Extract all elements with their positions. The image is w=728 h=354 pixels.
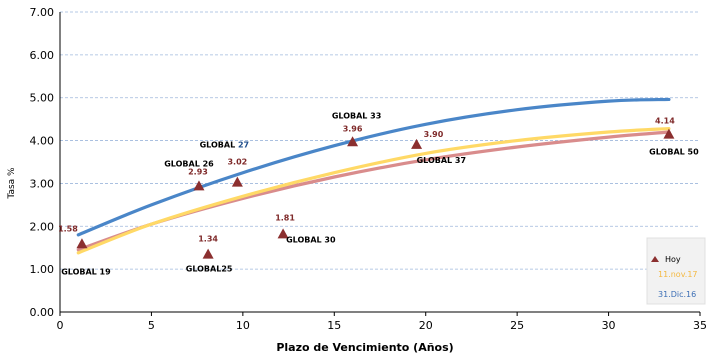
point-name-label: GLOBAL 26 bbox=[164, 159, 214, 168]
axes: 0.00 1.00 2.00 3.00 4.00 5.00 6.00 7.00 0 5 10 15 20… bbox=[30, 6, 708, 332]
point-labels: GLOBAL 19 1.58 GLOBAL25 1.34 GLOBAL 262.93 GL… bbox=[58, 111, 699, 276]
y-tick-label: 1.00 bbox=[30, 263, 55, 276]
x-tick-label: 10 bbox=[236, 319, 250, 332]
data-markers bbox=[76, 128, 675, 259]
legend-marker-hoy bbox=[651, 256, 659, 262]
x-axis-title: Plazo de Vencimiento (Años) bbox=[276, 341, 453, 354]
legend-label-hoy: Hoy bbox=[665, 255, 681, 264]
point-name-label: GLOBAL 19 bbox=[61, 267, 111, 276]
x-tick-label: 35 bbox=[693, 319, 707, 332]
point-name-label: GLOBAL 30 bbox=[286, 235, 336, 244]
data-marker bbox=[231, 176, 243, 187]
point-name-label: GLOBAL 27 bbox=[200, 141, 250, 150]
y-axis-title: Tasa % bbox=[7, 167, 17, 200]
point-name-label: GLOBAL 37 bbox=[417, 156, 466, 165]
curve-hoy-trend bbox=[76, 130, 671, 252]
y-tick-label: 5.00 bbox=[30, 92, 55, 105]
point-value-label: 1.34 bbox=[198, 235, 218, 244]
y-tick-label: 7.00 bbox=[30, 6, 55, 19]
gridlines bbox=[60, 11, 700, 270]
y-tick-label: 6.00 bbox=[30, 49, 55, 62]
y-tick-label: 2.00 bbox=[30, 220, 55, 233]
legend-box bbox=[646, 237, 706, 305]
x-tick-label: 15 bbox=[327, 319, 341, 332]
point-value-label: 3.90 bbox=[424, 130, 444, 139]
x-tick-label: 30 bbox=[602, 319, 616, 332]
curve-11nov17 bbox=[76, 126, 671, 255]
x-tick-label: 5 bbox=[148, 319, 155, 332]
trend-curves bbox=[76, 97, 671, 255]
legend-label-11nov17: 11.nov.17 bbox=[658, 270, 698, 279]
curve-31dic16 bbox=[76, 97, 671, 237]
legend-label-31dic16: 31.Dic.16 bbox=[658, 290, 696, 299]
point-value-label: 3.02 bbox=[227, 158, 247, 167]
point-name-label: GLOBAL25 bbox=[186, 265, 233, 274]
x-tick-label: 25 bbox=[510, 319, 524, 332]
point-name-label: GLOBAL 33 bbox=[332, 111, 381, 120]
data-marker bbox=[202, 248, 214, 259]
y-tick-label: 3.00 bbox=[30, 177, 55, 190]
x-tick-label: 20 bbox=[419, 319, 433, 332]
point-value-label: 1.58 bbox=[58, 224, 78, 233]
data-marker bbox=[663, 128, 675, 139]
data-marker bbox=[193, 180, 205, 191]
point-name-label: GLOBAL 50 bbox=[649, 148, 699, 157]
data-marker bbox=[76, 238, 88, 249]
data-marker bbox=[347, 136, 359, 147]
x-tick-label: 0 bbox=[57, 319, 64, 332]
y-tick-label: 0.00 bbox=[30, 306, 55, 319]
legend: Hoy 11.nov.17 31.Dic.16 bbox=[646, 237, 706, 305]
point-value-label: 2.93 bbox=[188, 167, 208, 176]
point-value-label: 1.81 bbox=[275, 213, 295, 222]
point-value-label: 4.14 bbox=[655, 117, 675, 126]
point-value-label: 3.96 bbox=[343, 124, 363, 133]
data-marker bbox=[411, 138, 423, 149]
data-marker bbox=[277, 228, 289, 239]
y-tick-label: 4.00 bbox=[30, 135, 55, 148]
